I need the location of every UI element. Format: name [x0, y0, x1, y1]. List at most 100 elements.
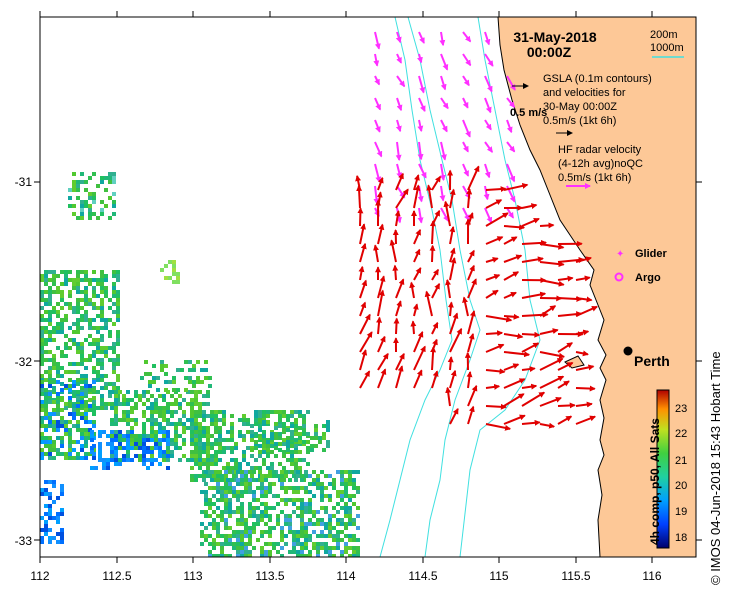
sst-pixel — [166, 450, 170, 454]
sst-pixel — [352, 518, 356, 522]
sst-pixel — [146, 390, 150, 394]
sst-pixel — [344, 534, 348, 538]
sst-pixel — [122, 454, 126, 458]
velocity-arrow — [575, 329, 590, 336]
sst-pixel — [110, 458, 114, 462]
sst-pixel — [280, 534, 284, 538]
sst-pixel — [200, 490, 204, 494]
sst-pixel — [296, 550, 300, 554]
argo-marker-icon — [614, 272, 624, 282]
sst-pixel — [294, 424, 298, 428]
sst-pixel — [72, 384, 76, 388]
velocity-arrow — [575, 350, 589, 357]
sst-pixel — [72, 322, 76, 326]
sst-pixel — [254, 466, 258, 470]
sst-pixel — [48, 412, 52, 416]
sst-pixel — [176, 388, 180, 392]
sst-pixel — [232, 486, 236, 490]
sst-pixel — [302, 420, 306, 424]
sst-pixel — [264, 542, 268, 546]
velocity-arrow — [539, 351, 566, 359]
gsla-legend-speed: 0.5m/s (1kt 6h) — [543, 115, 616, 127]
sst-pixel — [40, 306, 44, 310]
sst-pixel — [214, 430, 218, 434]
velocity-arrow — [440, 141, 447, 161]
sst-pixel — [246, 462, 250, 466]
sst-pixel — [60, 444, 64, 448]
sst-pixel — [238, 462, 242, 466]
velocity-arrow — [484, 31, 491, 46]
sst-pixel — [72, 180, 76, 184]
sst-pixel — [226, 466, 230, 470]
sst-pixel — [272, 494, 276, 498]
sst-pixel — [102, 458, 106, 462]
sst-pixel — [122, 394, 126, 398]
sst-pixel — [76, 412, 80, 416]
sst-pixel — [76, 216, 80, 220]
sst-pixel — [212, 542, 216, 546]
velocity-arrow — [575, 364, 595, 371]
sst-pixel — [244, 474, 248, 478]
sst-pixel — [104, 188, 108, 192]
sst-pixel — [166, 418, 170, 422]
sst-pixel — [222, 410, 226, 414]
sst-pixel — [116, 298, 120, 302]
sst-pixel — [72, 278, 76, 282]
sst-pixel — [48, 416, 52, 420]
sst-pixel — [60, 388, 64, 392]
sst-pixel — [158, 426, 162, 430]
sst-pixel — [148, 384, 152, 388]
velocity-arrow — [485, 403, 507, 410]
sst-pixel — [302, 424, 306, 428]
sst-pixel — [326, 440, 330, 444]
sst-pixel — [60, 408, 64, 412]
sst-pixel — [134, 454, 138, 458]
velocity-arrow — [376, 316, 383, 335]
sst-pixel — [134, 390, 138, 394]
sst-pixel — [116, 302, 120, 306]
sst-pixel — [72, 212, 76, 216]
sst-pixel — [80, 216, 84, 220]
sst-pixel — [76, 326, 80, 330]
sst-pixel — [112, 386, 116, 390]
sst-pixel — [218, 410, 222, 414]
sst-pixel — [52, 366, 56, 370]
colorbar-tick: 20 — [675, 480, 687, 492]
sst-pixel — [56, 412, 60, 416]
sst-pixel — [264, 490, 268, 494]
sst-pixel — [304, 542, 308, 546]
sst-pixel — [234, 442, 238, 446]
sst-pixel — [300, 546, 304, 550]
sst-pixel — [60, 350, 64, 354]
sst-pixel — [130, 458, 134, 462]
sst-pixel — [84, 314, 88, 318]
velocity-arrow — [373, 53, 380, 67]
sst-pixel — [118, 446, 122, 450]
sst-pixel — [240, 502, 244, 506]
sst-pixel — [162, 438, 166, 442]
sst-pixel — [220, 546, 224, 550]
sst-pixel — [174, 398, 178, 402]
sst-pixel — [340, 550, 344, 554]
sst-pixel — [202, 442, 206, 446]
sst-pixel — [230, 414, 234, 418]
sst-pixel — [112, 204, 116, 208]
sst-pixel — [48, 370, 52, 374]
sst-pixel — [52, 338, 56, 342]
velocity-arrow — [467, 333, 475, 353]
sst-pixel — [190, 418, 194, 422]
velocity-arrows — [355, 31, 598, 431]
sst-pixel — [84, 428, 88, 432]
velocity-arrow — [359, 313, 371, 335]
sst-pixel — [208, 506, 212, 510]
sst-pixel — [166, 406, 170, 410]
depth-1000m-label: 1000m — [650, 42, 684, 54]
sst-pixel — [356, 526, 360, 530]
sst-pixel — [238, 466, 242, 470]
velocity-arrow — [557, 380, 570, 389]
sst-pixel — [170, 410, 174, 414]
sst-pixel — [308, 498, 312, 502]
sst-pixel — [286, 458, 290, 462]
sst-pixel — [190, 406, 194, 410]
sst-pixel — [194, 410, 198, 414]
